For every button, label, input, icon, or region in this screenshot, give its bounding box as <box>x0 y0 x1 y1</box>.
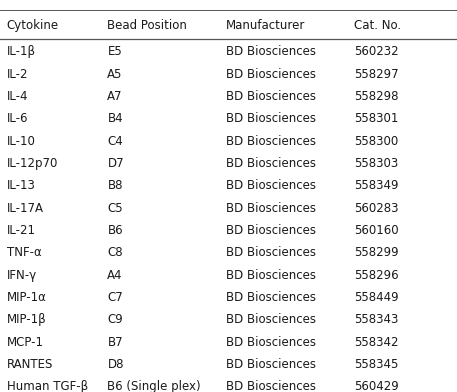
Text: BD Biosciences: BD Biosciences <box>226 380 316 392</box>
Text: B4: B4 <box>107 112 123 125</box>
Text: BD Biosciences: BD Biosciences <box>226 157 316 170</box>
Text: IL-2: IL-2 <box>7 67 28 81</box>
Text: BD Biosciences: BD Biosciences <box>226 358 316 371</box>
Text: B7: B7 <box>107 336 123 349</box>
Text: TNF-α: TNF-α <box>7 246 42 260</box>
Text: B8: B8 <box>107 179 123 192</box>
Text: MIP-1β: MIP-1β <box>7 313 47 327</box>
Text: D8: D8 <box>107 358 124 371</box>
Text: Human TGF-β: Human TGF-β <box>7 380 88 392</box>
Text: MCP-1: MCP-1 <box>7 336 44 349</box>
Text: A5: A5 <box>107 67 123 81</box>
Text: 558343: 558343 <box>354 313 399 327</box>
Text: 558298: 558298 <box>354 90 399 103</box>
Text: BD Biosciences: BD Biosciences <box>226 246 316 260</box>
Text: 560232: 560232 <box>354 45 399 58</box>
Text: BD Biosciences: BD Biosciences <box>226 291 316 304</box>
Text: BD Biosciences: BD Biosciences <box>226 134 316 148</box>
Text: 560429: 560429 <box>354 380 399 392</box>
Text: IL-12p70: IL-12p70 <box>7 157 58 170</box>
Text: C9: C9 <box>107 313 123 327</box>
Text: 558349: 558349 <box>354 179 399 192</box>
Text: IL-4: IL-4 <box>7 90 28 103</box>
Text: BD Biosciences: BD Biosciences <box>226 179 316 192</box>
Text: 558449: 558449 <box>354 291 399 304</box>
Text: 558345: 558345 <box>354 358 399 371</box>
Text: D7: D7 <box>107 157 124 170</box>
Text: 558301: 558301 <box>354 112 399 125</box>
Text: A4: A4 <box>107 269 123 282</box>
Text: BD Biosciences: BD Biosciences <box>226 67 316 81</box>
Text: BD Biosciences: BD Biosciences <box>226 45 316 58</box>
Text: BD Biosciences: BD Biosciences <box>226 90 316 103</box>
Text: RANTES: RANTES <box>7 358 53 371</box>
Text: 560160: 560160 <box>354 224 399 237</box>
Text: IL-6: IL-6 <box>7 112 28 125</box>
Text: Cat. No.: Cat. No. <box>354 19 401 32</box>
Text: 560283: 560283 <box>354 201 399 215</box>
Text: BD Biosciences: BD Biosciences <box>226 269 316 282</box>
Text: IFN-γ: IFN-γ <box>7 269 37 282</box>
Text: BD Biosciences: BD Biosciences <box>226 336 316 349</box>
Text: C4: C4 <box>107 134 123 148</box>
Text: IL-17A: IL-17A <box>7 201 44 215</box>
Text: C5: C5 <box>107 201 123 215</box>
Text: A7: A7 <box>107 90 123 103</box>
Text: 558303: 558303 <box>354 157 399 170</box>
Text: B6 (Single plex): B6 (Single plex) <box>107 380 201 392</box>
Text: BD Biosciences: BD Biosciences <box>226 313 316 327</box>
Text: MIP-1α: MIP-1α <box>7 291 47 304</box>
Text: 558342: 558342 <box>354 336 399 349</box>
Text: 558299: 558299 <box>354 246 399 260</box>
Text: BD Biosciences: BD Biosciences <box>226 224 316 237</box>
Text: IL-21: IL-21 <box>7 224 36 237</box>
Text: 558297: 558297 <box>354 67 399 81</box>
Text: Manufacturer: Manufacturer <box>226 19 306 32</box>
Text: 558300: 558300 <box>354 134 399 148</box>
Text: C8: C8 <box>107 246 123 260</box>
Text: IL-13: IL-13 <box>7 179 36 192</box>
Text: Cytokine: Cytokine <box>7 19 59 32</box>
Text: Bead Position: Bead Position <box>107 19 187 32</box>
Text: BD Biosciences: BD Biosciences <box>226 112 316 125</box>
Text: 558296: 558296 <box>354 269 399 282</box>
Text: C7: C7 <box>107 291 123 304</box>
Text: BD Biosciences: BD Biosciences <box>226 201 316 215</box>
Text: IL-10: IL-10 <box>7 134 36 148</box>
Text: E5: E5 <box>107 45 122 58</box>
Text: B6: B6 <box>107 224 123 237</box>
Text: IL-1β: IL-1β <box>7 45 36 58</box>
